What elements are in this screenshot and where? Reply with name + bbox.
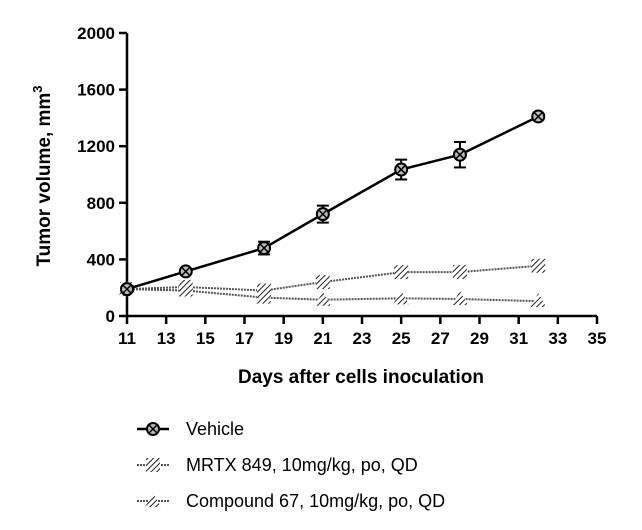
x-tick-label: 15 (196, 329, 215, 348)
legend-label: MRTX 849, 10mg/kg, po, QD (186, 455, 418, 475)
marker-cross (181, 266, 191, 276)
legend-item-2: MRTX 849, 10mg/kg, po, QD (137, 455, 418, 475)
data-point (178, 264, 193, 279)
legend-marker (146, 422, 160, 436)
legend-marker (145, 493, 161, 507)
marker-cross (259, 243, 269, 253)
legend-label: Vehicle (186, 419, 244, 439)
x-tick-label: 25 (392, 329, 411, 348)
x-tick-label: 11 (118, 329, 136, 348)
plot-area (119, 109, 547, 308)
x-tick-label: 29 (470, 329, 489, 348)
legend-item-1: Vehicle (137, 419, 244, 439)
x-tick-label: 19 (274, 329, 293, 348)
data-point (257, 283, 272, 298)
data-point (120, 282, 134, 297)
y-tick-label: 400 (87, 250, 115, 269)
y-tick-label: 1600 (77, 81, 115, 100)
data-point (314, 291, 331, 306)
x-axis-title: Days after cells inoculation (238, 367, 484, 388)
data-point (315, 275, 330, 290)
data-point (451, 291, 468, 306)
data-point (178, 279, 193, 294)
legend-label: Compound 67, 10mg/kg, po, QD (186, 491, 445, 511)
legend-item-3: Compound 67, 10mg/kg, po, QD (137, 491, 445, 511)
legend-marker (146, 458, 160, 472)
marker-cross (122, 284, 132, 294)
x-tick-label: 13 (157, 329, 176, 348)
data-point (531, 258, 546, 273)
legend: Vehicle MRTX 849, 10mg/kg, po, QD Compound… (137, 419, 445, 511)
y-tick-label: 800 (87, 194, 115, 213)
marker-cross (396, 165, 406, 175)
data-point (393, 290, 410, 305)
marker-cross (318, 209, 328, 219)
x-tick-label: 35 (588, 329, 607, 348)
y-tick-label: 1200 (77, 137, 115, 156)
marker-cross (533, 111, 543, 122)
marker-cross (455, 150, 465, 160)
x-tick-label: 23 (353, 329, 372, 348)
data-point (530, 293, 547, 308)
y-tick-label: 0 (106, 307, 115, 326)
data-point (257, 241, 272, 256)
data-point (315, 207, 330, 222)
data-point (394, 265, 409, 280)
series-line (126, 115, 539, 291)
x-tick-label: 21 (313, 329, 332, 348)
x-tick-label: 27 (431, 329, 450, 348)
x-tick-label: 33 (548, 329, 567, 348)
x-tick-label: 17 (235, 329, 254, 348)
axes: 0 400 800 1200 1600 2000 11 13 15 17 19 21 23 25 27 29 3… (77, 24, 606, 348)
data-point (452, 265, 467, 280)
data-point (394, 162, 409, 177)
series-2 (120, 258, 546, 298)
x-tick-label: 31 (509, 329, 528, 348)
series-1 (120, 109, 546, 297)
y-axis-title: Tumor volume, mm3 (30, 85, 55, 266)
data-point (452, 147, 467, 162)
data-point (531, 109, 546, 124)
y-tick-label: 2000 (77, 24, 115, 43)
marker-cross (148, 424, 158, 434)
